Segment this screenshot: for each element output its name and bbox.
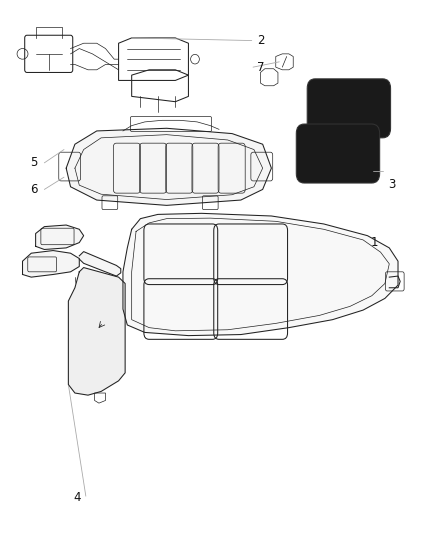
Text: 7: 7 [257, 61, 264, 74]
Text: 3: 3 [388, 177, 395, 191]
Text: 4: 4 [73, 491, 81, 504]
Text: 6: 6 [30, 183, 37, 196]
FancyBboxPatch shape [296, 124, 380, 183]
Polygon shape [79, 252, 121, 276]
FancyBboxPatch shape [307, 79, 391, 138]
Polygon shape [22, 251, 79, 277]
Text: 5: 5 [30, 156, 37, 169]
Polygon shape [35, 225, 84, 249]
Polygon shape [68, 268, 125, 395]
Polygon shape [123, 213, 398, 336]
Polygon shape [66, 128, 272, 205]
Text: 2: 2 [257, 34, 264, 47]
Text: 1: 1 [370, 236, 378, 249]
